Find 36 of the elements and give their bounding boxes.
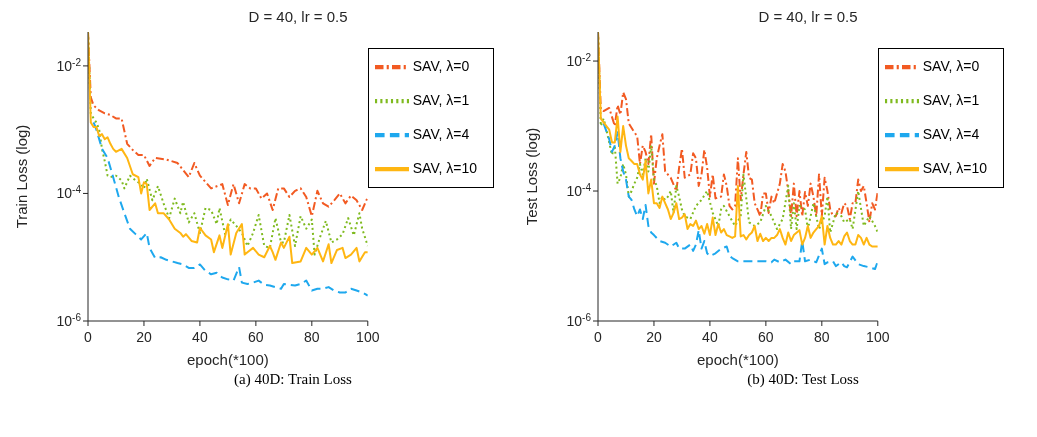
- y-tick-label: 10$^{-6}$: [56, 311, 82, 329]
- x-tick-label: 20: [136, 329, 152, 345]
- y-tick-label: 10$^{-4}$: [566, 181, 592, 200]
- x-tick-label: 40: [702, 329, 718, 345]
- text: (b) 40D: Test Loss: [746, 371, 860, 388]
- y-axis-title: Test Loss (log): [523, 127, 541, 226]
- y-tick-label: 10$^{-4}$: [56, 183, 82, 202]
- y-tick-label: 10$^{-2}$: [56, 56, 82, 74]
- legend-label: SAV, λ=0: [922, 58, 980, 75]
- legend-label: SAV, λ=1: [922, 92, 980, 109]
- legend-label: SAV, λ=0: [412, 58, 470, 75]
- y-tick-label: 10$^{-2}$: [566, 51, 592, 70]
- x-tick-label: 80: [304, 329, 320, 345]
- x-tick-label: 60: [758, 329, 774, 345]
- x-tick-label: 80: [814, 329, 830, 345]
- x-tick-label: 0: [84, 329, 93, 345]
- x-tick-label: 40: [192, 329, 208, 345]
- x-tick-label: 60: [248, 329, 264, 345]
- x-tick-label: 100: [356, 329, 380, 345]
- line-series: [92, 121, 368, 297]
- y-axis-title: Train Loss (log): [13, 124, 31, 229]
- x-tick-label: 100: [866, 329, 890, 345]
- legend-label: SAV, λ=10: [922, 160, 987, 177]
- chart-title: D = 40, lr = 0.5: [757, 8, 859, 26]
- y-tick-label: 10$^{-6}$: [566, 311, 592, 329]
- x-axis-title: epoch(*100): [187, 351, 269, 368]
- legend-label: SAV, λ=4: [412, 126, 470, 143]
- legend-label: SAV, λ=1: [412, 92, 470, 109]
- legend-label: SAV, λ=4: [922, 126, 980, 143]
- text: (a) 40D: Train Loss: [233, 371, 353, 388]
- x-axis-title: epoch(*100): [697, 351, 779, 368]
- x-tick-label: 20: [646, 329, 662, 345]
- legend-label: SAV, λ=10: [412, 160, 477, 177]
- x-tick-label: 0: [594, 329, 603, 345]
- line-series: [602, 122, 878, 271]
- chart-title: D = 40, lr = 0.5: [247, 8, 349, 26]
